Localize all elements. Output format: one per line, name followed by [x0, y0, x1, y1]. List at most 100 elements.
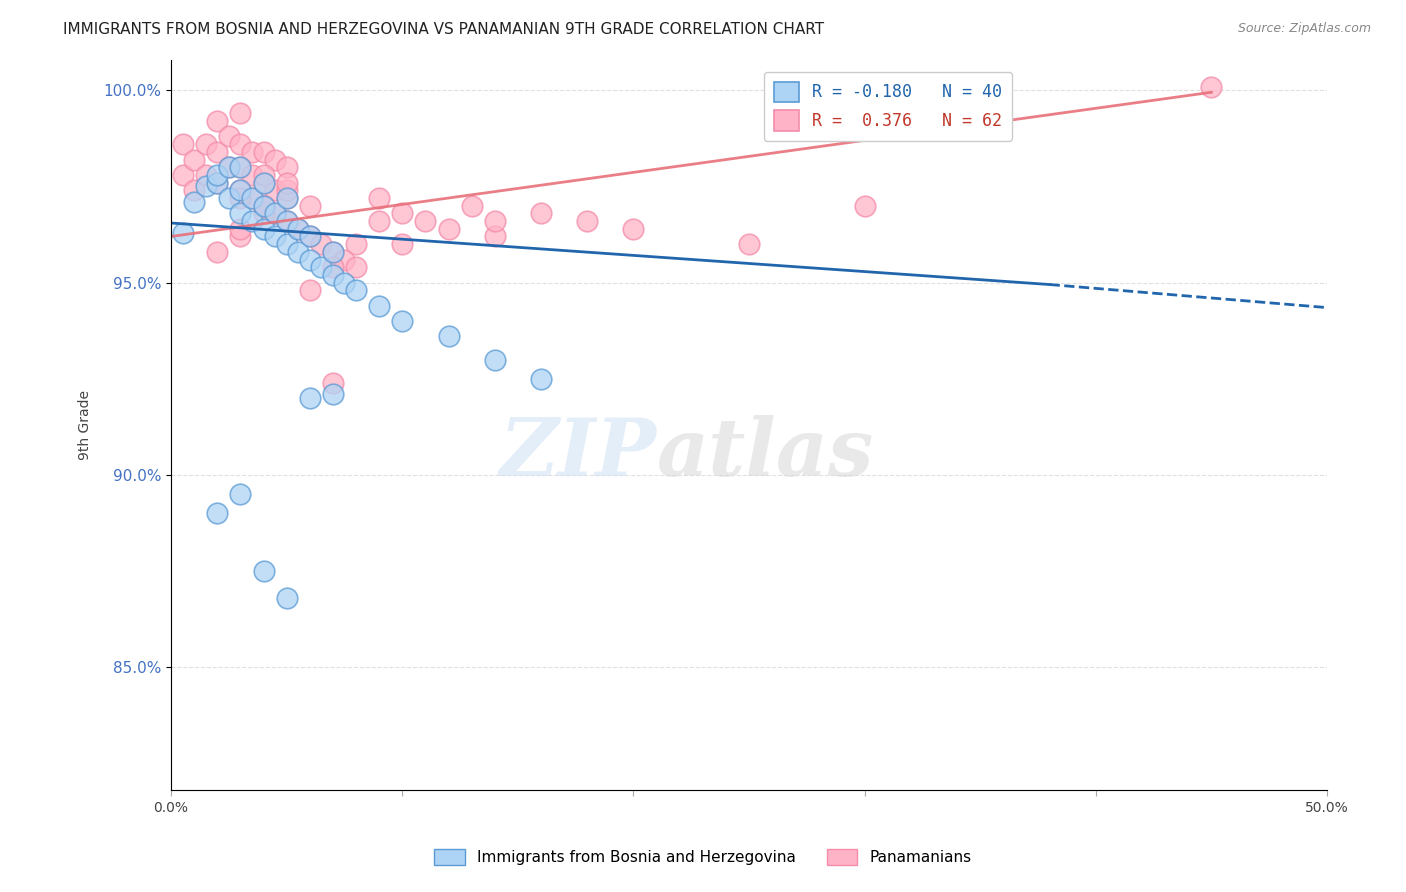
Point [460, 199, 482, 213]
Point [322, 376, 344, 390]
Point [264, 183, 287, 197]
Point [437, 329, 460, 343]
Point [218, 161, 240, 175]
Point [229, 183, 252, 197]
Point [484, 352, 506, 367]
Text: atlas: atlas [657, 416, 875, 493]
Point [530, 372, 553, 386]
Point [229, 487, 252, 501]
Legend: Immigrants from Bosnia and Herzegovina, Panamanians: Immigrants from Bosnia and Herzegovina, … [429, 843, 977, 871]
Point [344, 260, 367, 275]
Point [368, 214, 391, 228]
Point [240, 168, 263, 182]
Point [333, 276, 356, 290]
Point [311, 237, 333, 252]
Point [276, 191, 298, 205]
Point [287, 221, 309, 235]
Point [576, 214, 599, 228]
Point [207, 176, 229, 190]
Point [344, 237, 367, 252]
Point [252, 199, 274, 213]
Point [252, 176, 274, 190]
Point [240, 191, 263, 205]
Point [368, 191, 391, 205]
Point [298, 252, 321, 267]
Point [252, 221, 274, 235]
Point [229, 221, 252, 235]
Point [623, 221, 645, 235]
Point [276, 237, 298, 252]
Point [287, 221, 309, 235]
Point [207, 145, 229, 159]
Point [218, 129, 240, 144]
Point [252, 168, 274, 182]
Point [276, 161, 298, 175]
Point [252, 145, 274, 159]
Point [276, 183, 298, 197]
Point [276, 591, 298, 605]
Point [229, 229, 252, 244]
Point [207, 506, 229, 520]
Point [229, 161, 252, 175]
Point [264, 206, 287, 220]
Point [172, 168, 194, 182]
Point [437, 221, 460, 235]
Point [333, 252, 356, 267]
Point [264, 206, 287, 220]
Point [738, 237, 761, 252]
Point [229, 206, 252, 220]
Point [368, 299, 391, 313]
Point [322, 260, 344, 275]
Text: ZIP: ZIP [499, 416, 657, 493]
Point [853, 199, 876, 213]
Point [322, 244, 344, 259]
Point [311, 260, 333, 275]
Y-axis label: 9th Grade: 9th Grade [79, 390, 93, 460]
Point [172, 137, 194, 152]
Point [252, 199, 274, 213]
Point [229, 137, 252, 152]
Point [207, 168, 229, 182]
Point [229, 183, 252, 197]
Text: IMMIGRANTS FROM BOSNIA AND HERZEGOVINA VS PANAMANIAN 9TH GRADE CORRELATION CHART: IMMIGRANTS FROM BOSNIA AND HERZEGOVINA V… [63, 22, 824, 37]
Point [207, 176, 229, 190]
Point [298, 229, 321, 244]
Point [240, 214, 263, 228]
Point [276, 191, 298, 205]
Point [298, 283, 321, 297]
Point [172, 226, 194, 240]
Point [194, 137, 217, 152]
Point [391, 237, 413, 252]
Point [298, 229, 321, 244]
Point [183, 194, 205, 209]
Point [264, 153, 287, 167]
Point [183, 183, 205, 197]
Point [194, 168, 217, 182]
Point [229, 161, 252, 175]
Point [252, 176, 274, 190]
Point [322, 268, 344, 282]
Point [322, 244, 344, 259]
Point [194, 179, 217, 194]
Point [1201, 79, 1223, 94]
Text: Source: ZipAtlas.com: Source: ZipAtlas.com [1237, 22, 1371, 36]
Point [276, 214, 298, 228]
Legend: R = -0.180   N = 40, R =  0.376   N = 62: R = -0.180 N = 40, R = 0.376 N = 62 [763, 71, 1012, 141]
Point [207, 114, 229, 128]
Point [391, 206, 413, 220]
Point [298, 199, 321, 213]
Point [183, 153, 205, 167]
Point [344, 283, 367, 297]
Point [484, 229, 506, 244]
Point [207, 244, 229, 259]
Point [484, 214, 506, 228]
Point [229, 191, 252, 205]
Point [530, 206, 553, 220]
Point [264, 229, 287, 244]
Point [240, 191, 263, 205]
Point [218, 191, 240, 205]
Point [252, 206, 274, 220]
Point [298, 391, 321, 405]
Point [252, 199, 274, 213]
Point [229, 106, 252, 120]
